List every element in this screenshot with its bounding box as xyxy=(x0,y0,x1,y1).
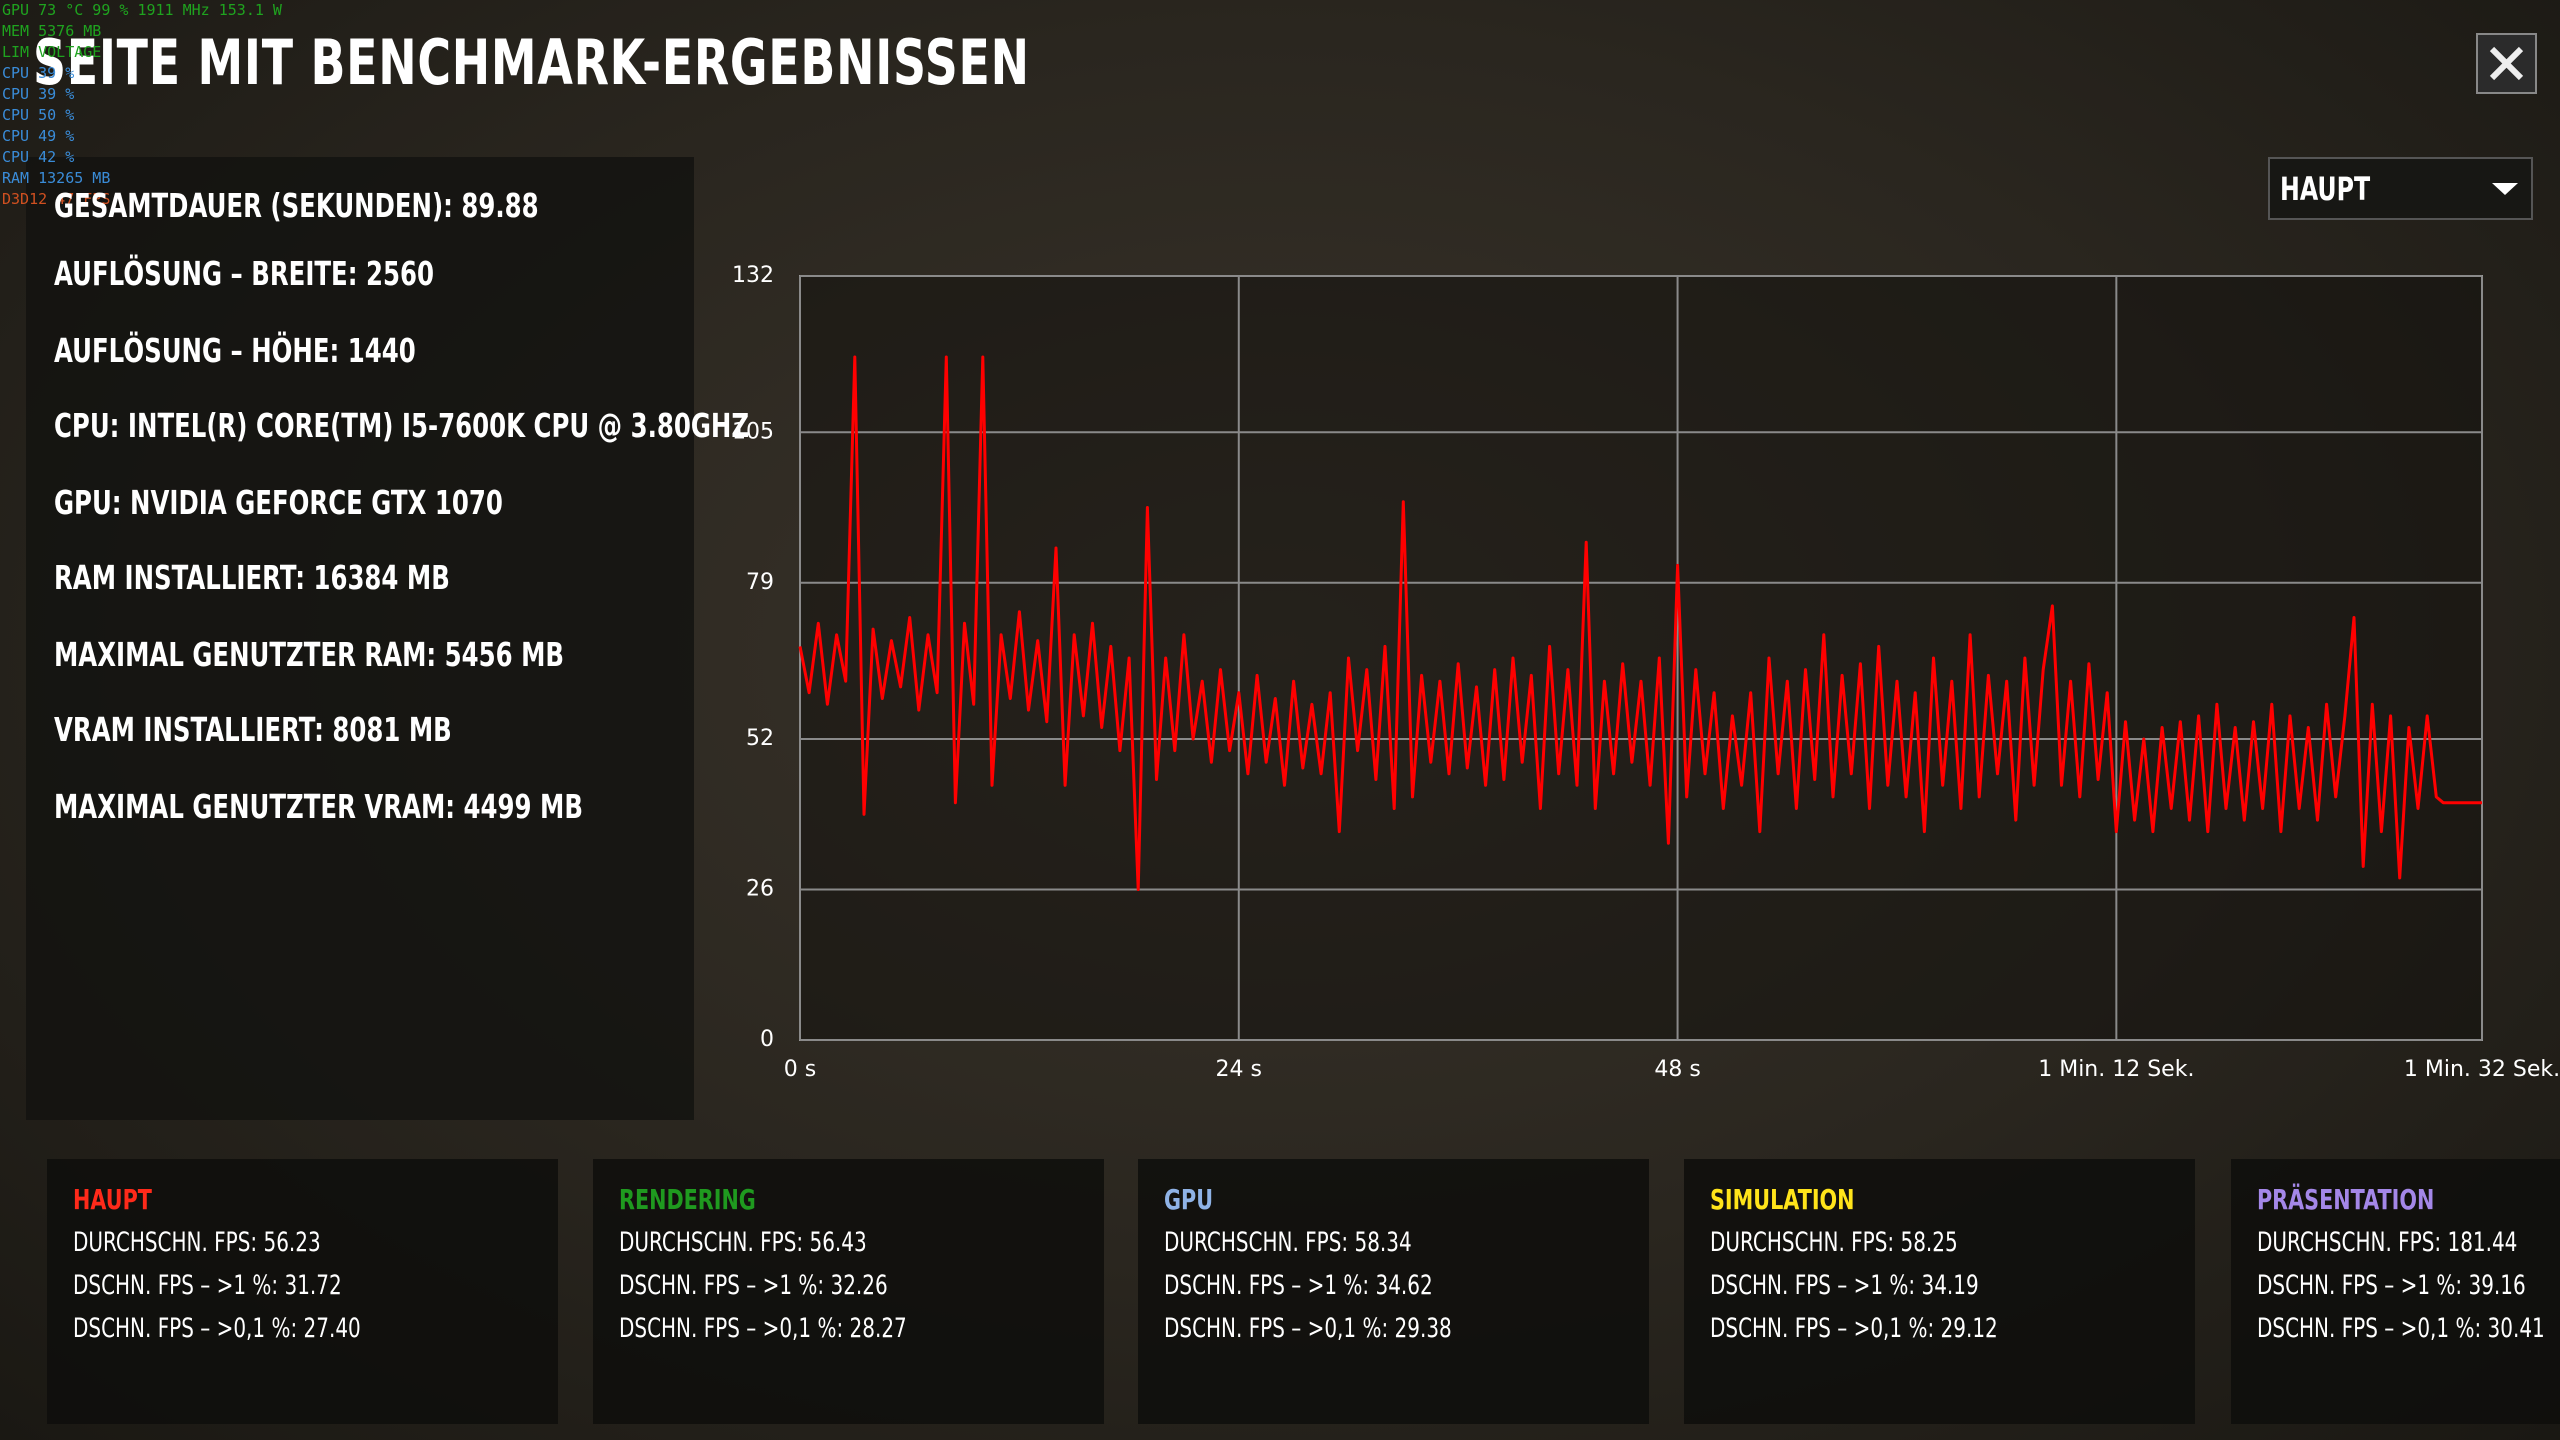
fps-chart: 0 26 52 79 105 132 0 s 24 s 48 s 1 Min. 12 Sek. 1 … xyxy=(732,263,2560,1082)
stats-panel xyxy=(1138,1159,1649,1424)
info-item: MAXIMAL GENUTZTER RAM: 5456 MB xyxy=(54,635,565,674)
x-tick-label: 48 s xyxy=(1654,1057,1700,1082)
stats-line: DURCHSCHN. FPS: 181.44 xyxy=(2257,1227,2518,1258)
close-icon xyxy=(2489,46,2524,81)
overlay-line: LIM VOLTAGE xyxy=(2,43,102,61)
stats-line: DSCHN. FPS – >0,1 %: 29.12 xyxy=(1710,1313,1998,1344)
info-item: AUFLÖSUNG – HÖHE: 1440 xyxy=(54,331,416,370)
y-tick-label: 0 xyxy=(760,1027,774,1052)
stats-title: PRÄSENTATION xyxy=(2257,1183,2435,1216)
dropdown-label: HAUPT xyxy=(2280,170,2371,208)
y-tick-label: 105 xyxy=(732,419,774,444)
info-item: GPU: NVIDIA GEFORCE GTX 1070 xyxy=(54,483,503,522)
fps-line xyxy=(798,355,2482,891)
overlay-line: D3D12 47 FPS xyxy=(2,190,111,208)
x-tick-label: 24 s xyxy=(1216,1057,1262,1082)
stats-title: RENDERING xyxy=(619,1183,756,1216)
stats-panel xyxy=(593,1159,1104,1424)
info-item: AUFLÖSUNG – BREITE: 2560 xyxy=(54,254,434,293)
overlay-line: MEM 5376 MB xyxy=(2,22,102,40)
stats-panel xyxy=(2231,1159,2560,1424)
view-dropdown[interactable] xyxy=(2268,157,2533,220)
info-panel xyxy=(26,157,694,1120)
stats-line: DSCHN. FPS – >1 %: 39.16 xyxy=(2257,1270,2526,1301)
stats-line: DURCHSCHN. FPS: 56.23 xyxy=(73,1227,321,1258)
page-title: SEITE MIT BENCHMARK-ERGEBNISSEN xyxy=(33,26,1030,99)
y-tick-label: 26 xyxy=(746,877,774,902)
overlay-line: CPU 42 % xyxy=(2,148,75,166)
stats-line: DSCHN. FPS – >1 %: 31.72 xyxy=(73,1270,342,1301)
overlay-line: CPU 49 % xyxy=(2,127,75,145)
stats-line: DSCHN. FPS – >0,1 %: 30.41 xyxy=(2257,1313,2545,1344)
close-button[interactable] xyxy=(2476,33,2537,94)
stats-title: GPU xyxy=(1164,1183,1214,1216)
stats-line: DSCHN. FPS – >1 %: 34.19 xyxy=(1710,1270,1979,1301)
info-item: VRAM INSTALLIERT: 8081 MB xyxy=(54,710,452,749)
stats-title: SIMULATION xyxy=(1710,1183,1855,1216)
stats-panel xyxy=(1684,1159,2195,1424)
x-tick-label: 0 s xyxy=(784,1057,816,1082)
stats-line: DURCHSCHN. FPS: 58.25 xyxy=(1710,1227,1958,1258)
dropdown-arrow xyxy=(2492,183,2518,195)
stats-line: DURCHSCHN. FPS: 56.43 xyxy=(619,1227,867,1258)
overlay-line: GPU 73 °C 99 % 1911 MHz 153.1 W xyxy=(2,1,282,19)
y-tick-label: 52 xyxy=(746,726,774,751)
stats-line: DSCHN. FPS – >0,1 %: 29.38 xyxy=(1164,1313,1452,1344)
stats-line: DSCHN. FPS – >0,1 %: 27.40 xyxy=(73,1313,361,1344)
overlay-line: RAM 13265 MB xyxy=(2,169,111,187)
info-item: RAM INSTALLIERT: 16384 MB xyxy=(54,558,450,597)
stats-line: DSCHN. FPS – >0,1 %: 28.27 xyxy=(619,1313,907,1344)
y-tick-label: 79 xyxy=(746,570,774,595)
info-item: MAXIMAL GENUTZTER VRAM: 4499 MB xyxy=(54,787,583,826)
x-tick-label: 1 Min. 12 Sek. xyxy=(2038,1057,2194,1082)
info-item: GESAMTDAUER (SEKUNDEN): 89.88 xyxy=(54,186,539,225)
overlay-line: CPU 50 % xyxy=(2,106,75,124)
y-tick-label: 132 xyxy=(732,263,774,288)
overlay-line: CPU 39 % xyxy=(2,64,75,82)
overlay-line: CPU 39 % xyxy=(2,85,75,103)
stats-line: DSCHN. FPS – >1 %: 32.26 xyxy=(619,1270,888,1301)
stats-line: DURCHSCHN. FPS: 58.34 xyxy=(1164,1227,1412,1258)
plot-area xyxy=(799,275,2483,1041)
x-tick-label: 1 Min. 32 Sek. xyxy=(2404,1057,2560,1082)
stats-line: DSCHN. FPS – >1 %: 34.62 xyxy=(1164,1270,1433,1301)
info-item: CPU: INTEL(R) CORE(TM) I5-7600K CPU @ 3.… xyxy=(54,406,750,445)
stats-title: HAUPT xyxy=(73,1183,152,1216)
stats-panel xyxy=(47,1159,558,1424)
